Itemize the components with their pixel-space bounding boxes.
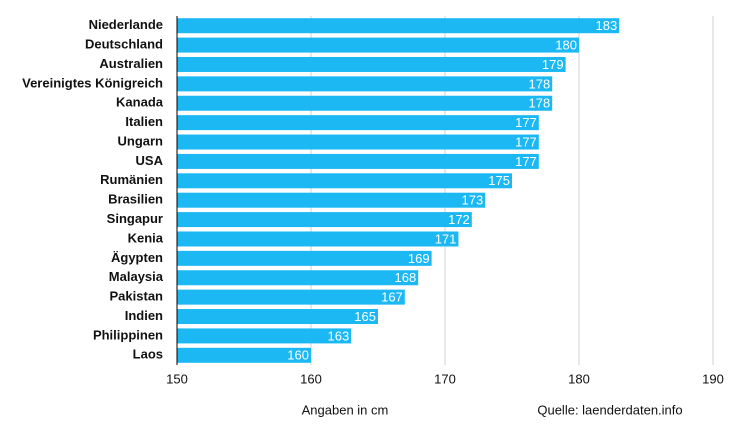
value-label: 177 [515,134,537,149]
bar [177,289,405,305]
bar [177,76,553,92]
y-tick-label: Malaysia [109,269,164,284]
bar [177,37,579,53]
bar [177,153,539,169]
y-tick-label: Brasilien [108,192,163,207]
value-label: 178 [528,76,550,91]
bar [177,18,620,34]
y-tick-label: Deutschland [85,37,163,52]
x-tick-label: 170 [434,371,456,386]
bar [177,95,553,111]
y-tick-label: Philippinen [93,327,163,342]
value-label: 165 [354,309,376,324]
bar [177,212,472,228]
x-tick-label: 190 [702,371,724,386]
value-label: 179 [542,57,564,72]
bar [177,231,459,247]
bar [177,56,566,72]
y-tick-label: Vereinigtes Königreich [22,75,163,90]
bar [177,309,378,325]
y-tick-label: Niederlande [89,17,163,32]
y-tick-label: Rumänien [100,172,163,187]
value-label: 173 [461,193,483,208]
x-tick-label: 180 [568,371,590,386]
x-tick-label: 150 [166,371,188,386]
value-label: 160 [287,348,309,363]
value-label: 177 [515,115,537,130]
value-label: 171 [435,231,457,246]
bar [177,192,486,208]
value-label: 180 [555,38,577,53]
y-tick-label: Laos [133,347,163,362]
y-tick-label: Ägypten [111,250,163,265]
source-note: Quelle: laenderdaten.info [537,402,682,417]
value-label: 172 [448,212,470,227]
y-tick-label: Pakistan [110,289,164,304]
bar [177,347,311,363]
x-tick-label: 160 [300,371,322,386]
value-label: 168 [394,270,416,285]
y-tick-label: Australien [99,56,163,71]
bar [177,328,352,344]
value-label: 169 [408,251,430,266]
y-tick-label: Singapur [107,211,163,226]
y-tick-label: Italien [125,114,163,129]
bar [177,134,539,150]
y-tick-label: Ungarn [118,133,164,148]
value-label: 183 [595,18,617,33]
y-tick-label: Indien [125,308,163,323]
value-label: 178 [528,96,550,111]
value-label: 175 [488,173,510,188]
y-tick-label: Kenia [128,230,164,245]
y-tick-label: USA [136,153,164,168]
value-label: 177 [515,154,537,169]
y-tick-label: Kanada [116,95,164,110]
unit-note: Angaben in cm [302,402,389,417]
bar [177,173,512,189]
value-label: 163 [327,328,349,343]
bar [177,115,539,131]
bar [177,270,419,286]
bar [177,250,432,266]
value-label: 167 [381,290,403,305]
